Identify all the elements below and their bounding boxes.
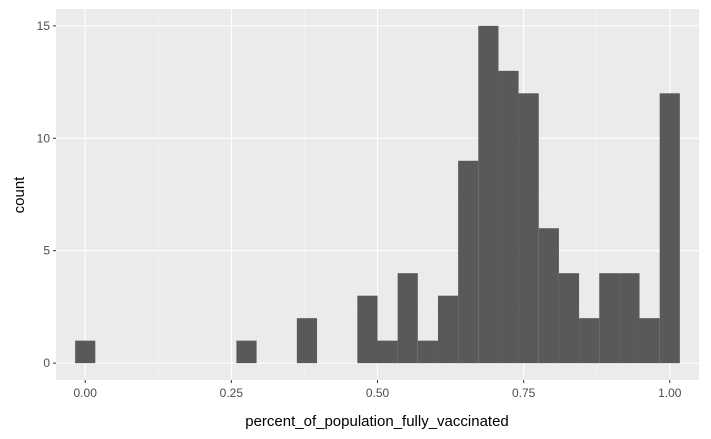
- histogram-bar: [599, 273, 620, 364]
- histogram-bar: [659, 93, 680, 364]
- histogram-bar: [558, 273, 580, 364]
- histogram-bar: [639, 318, 660, 364]
- histogram-bar: [75, 340, 96, 364]
- histogram-bar: [397, 273, 418, 364]
- y-axis-title: count: [11, 176, 28, 214]
- y-tick-label: 0: [43, 356, 50, 370]
- histogram-bar: [296, 318, 318, 364]
- y-tick-label: 15: [37, 19, 51, 33]
- x-tick-label: 1.00: [658, 386, 682, 400]
- y-axis: 0 5 10 15: [37, 19, 56, 370]
- x-tick-label: 0.75: [512, 386, 536, 400]
- histogram-bar: [579, 318, 600, 364]
- histogram-bar: [417, 340, 438, 364]
- x-tick-label: 0.25: [220, 386, 244, 400]
- y-tick-label: 5: [43, 244, 50, 258]
- histogram-bar: [518, 93, 539, 364]
- histogram-bar: [236, 340, 257, 364]
- x-tick-label: 0.00: [74, 386, 98, 400]
- histogram-bar: [498, 70, 519, 364]
- histogram-bar: [619, 273, 640, 364]
- bars: [75, 25, 680, 364]
- histogram-bar: [458, 160, 479, 364]
- histogram-bar: [377, 340, 398, 364]
- x-tick-label: 0.50: [366, 386, 390, 400]
- y-tick-label: 10: [37, 131, 51, 145]
- histogram-bar: [437, 295, 459, 364]
- histogram-bar: [478, 25, 499, 364]
- histogram-bar: [538, 228, 559, 364]
- x-axis: 0.00 0.25 0.50 0.75 1.00: [74, 380, 682, 400]
- histogram-bar: [357, 295, 378, 364]
- x-axis-title: percent_of_population_fully_vaccinated: [245, 413, 509, 430]
